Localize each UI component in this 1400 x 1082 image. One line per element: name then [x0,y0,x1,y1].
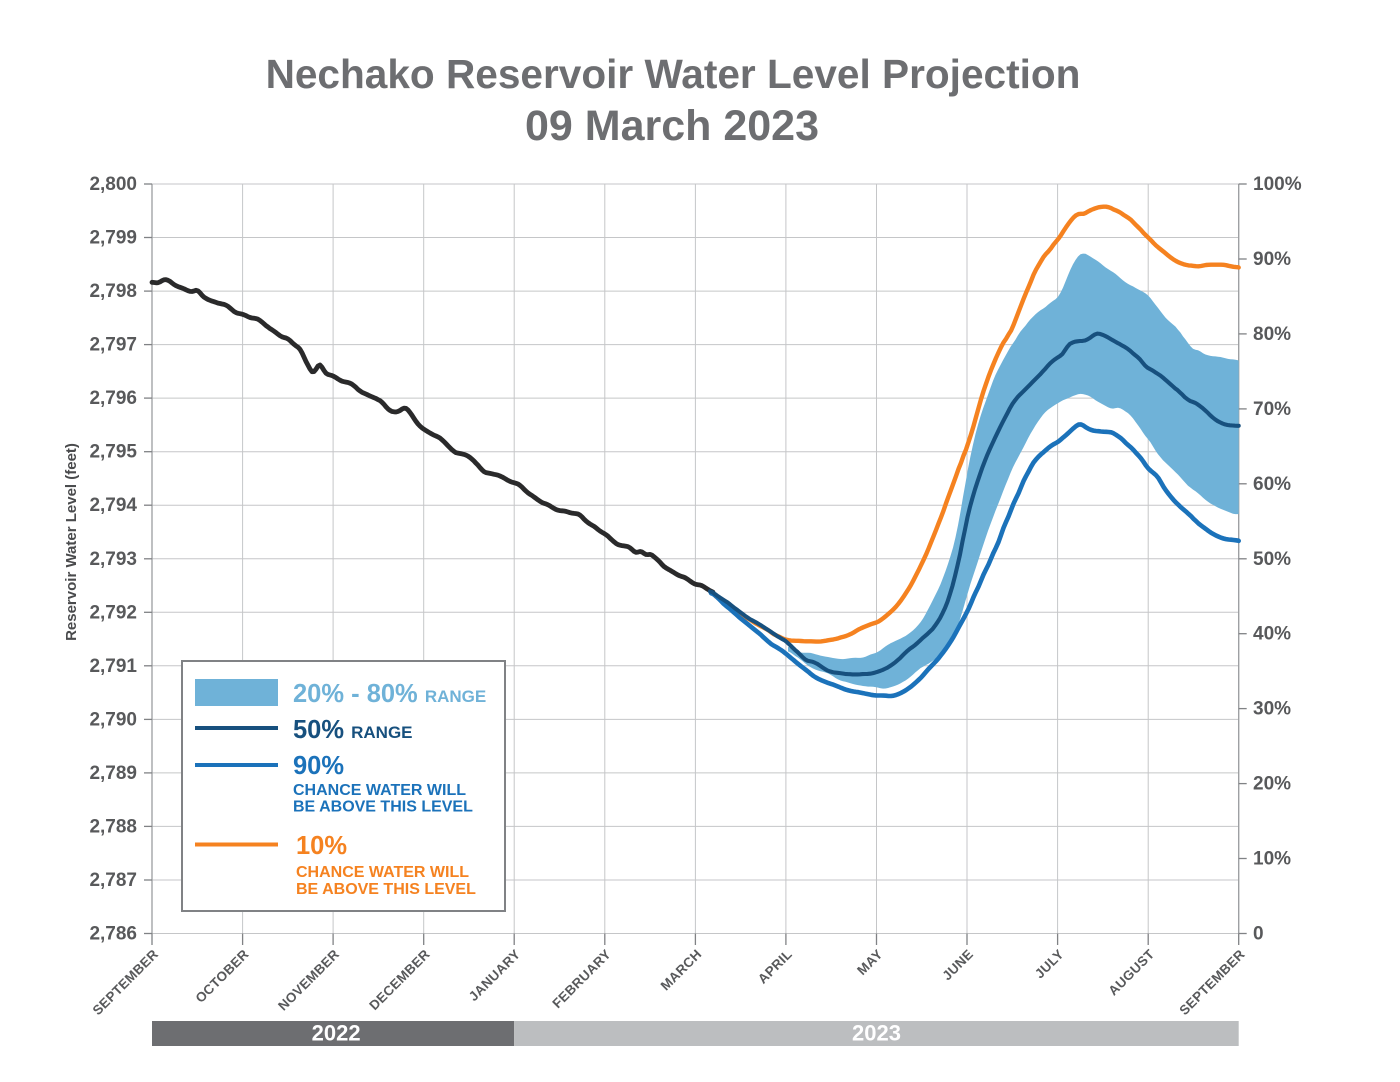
svg-text:2,790: 2,790 [89,709,137,730]
svg-text:2,788: 2,788 [89,816,137,837]
svg-text:30%: 30% [1253,699,1291,720]
svg-text:90%: 90% [293,752,344,780]
svg-text:80%: 80% [1253,324,1291,345]
svg-text:90%: 90% [1253,249,1291,270]
svg-text:2,795: 2,795 [89,442,137,463]
svg-text:2,786: 2,786 [89,924,137,945]
svg-text:70%: 70% [1253,399,1291,420]
svg-text:50% RANGE: 50% RANGE [293,716,413,744]
svg-text:2,794: 2,794 [89,495,137,516]
svg-text:09 March 2023: 09 March 2023 [525,102,819,150]
svg-text:0: 0 [1253,924,1264,945]
svg-text:2,799: 2,799 [89,228,137,249]
svg-text:100%: 100% [1253,174,1302,195]
svg-text:2022: 2022 [312,1021,361,1046]
svg-text:20% - 80% RANGE: 20% - 80% RANGE [293,680,486,708]
svg-text:2,796: 2,796 [89,388,137,409]
svg-text:2,791: 2,791 [89,656,137,677]
svg-text:2023: 2023 [852,1021,901,1046]
svg-text:Reservoir Water Level (feet): Reservoir Water Level (feet) [63,443,80,641]
svg-text:40%: 40% [1253,624,1291,645]
svg-text:10%: 10% [1253,849,1291,870]
svg-text:20%: 20% [1253,774,1291,795]
svg-text:CHANCE WATER WILL: CHANCE WATER WILL [293,782,466,799]
svg-text:60%: 60% [1253,474,1291,495]
svg-text:50%: 50% [1253,549,1291,570]
svg-text:BE ABOVE THIS LEVEL: BE ABOVE THIS LEVEL [296,881,476,898]
svg-text:2,793: 2,793 [89,549,137,570]
svg-text:Nechako Reservoir Water Level: Nechako Reservoir Water Level Projection [266,51,1081,97]
svg-text:2,800: 2,800 [89,174,137,195]
svg-text:CHANCE WATER WILL: CHANCE WATER WILL [296,864,469,881]
svg-text:BE ABOVE THIS LEVEL: BE ABOVE THIS LEVEL [293,799,473,816]
svg-text:2,789: 2,789 [89,763,137,784]
svg-text:2,787: 2,787 [89,870,137,891]
svg-text:2,797: 2,797 [89,335,137,356]
svg-text:2,792: 2,792 [89,602,137,623]
svg-text:10%: 10% [296,832,347,860]
svg-text:2,798: 2,798 [89,281,137,302]
